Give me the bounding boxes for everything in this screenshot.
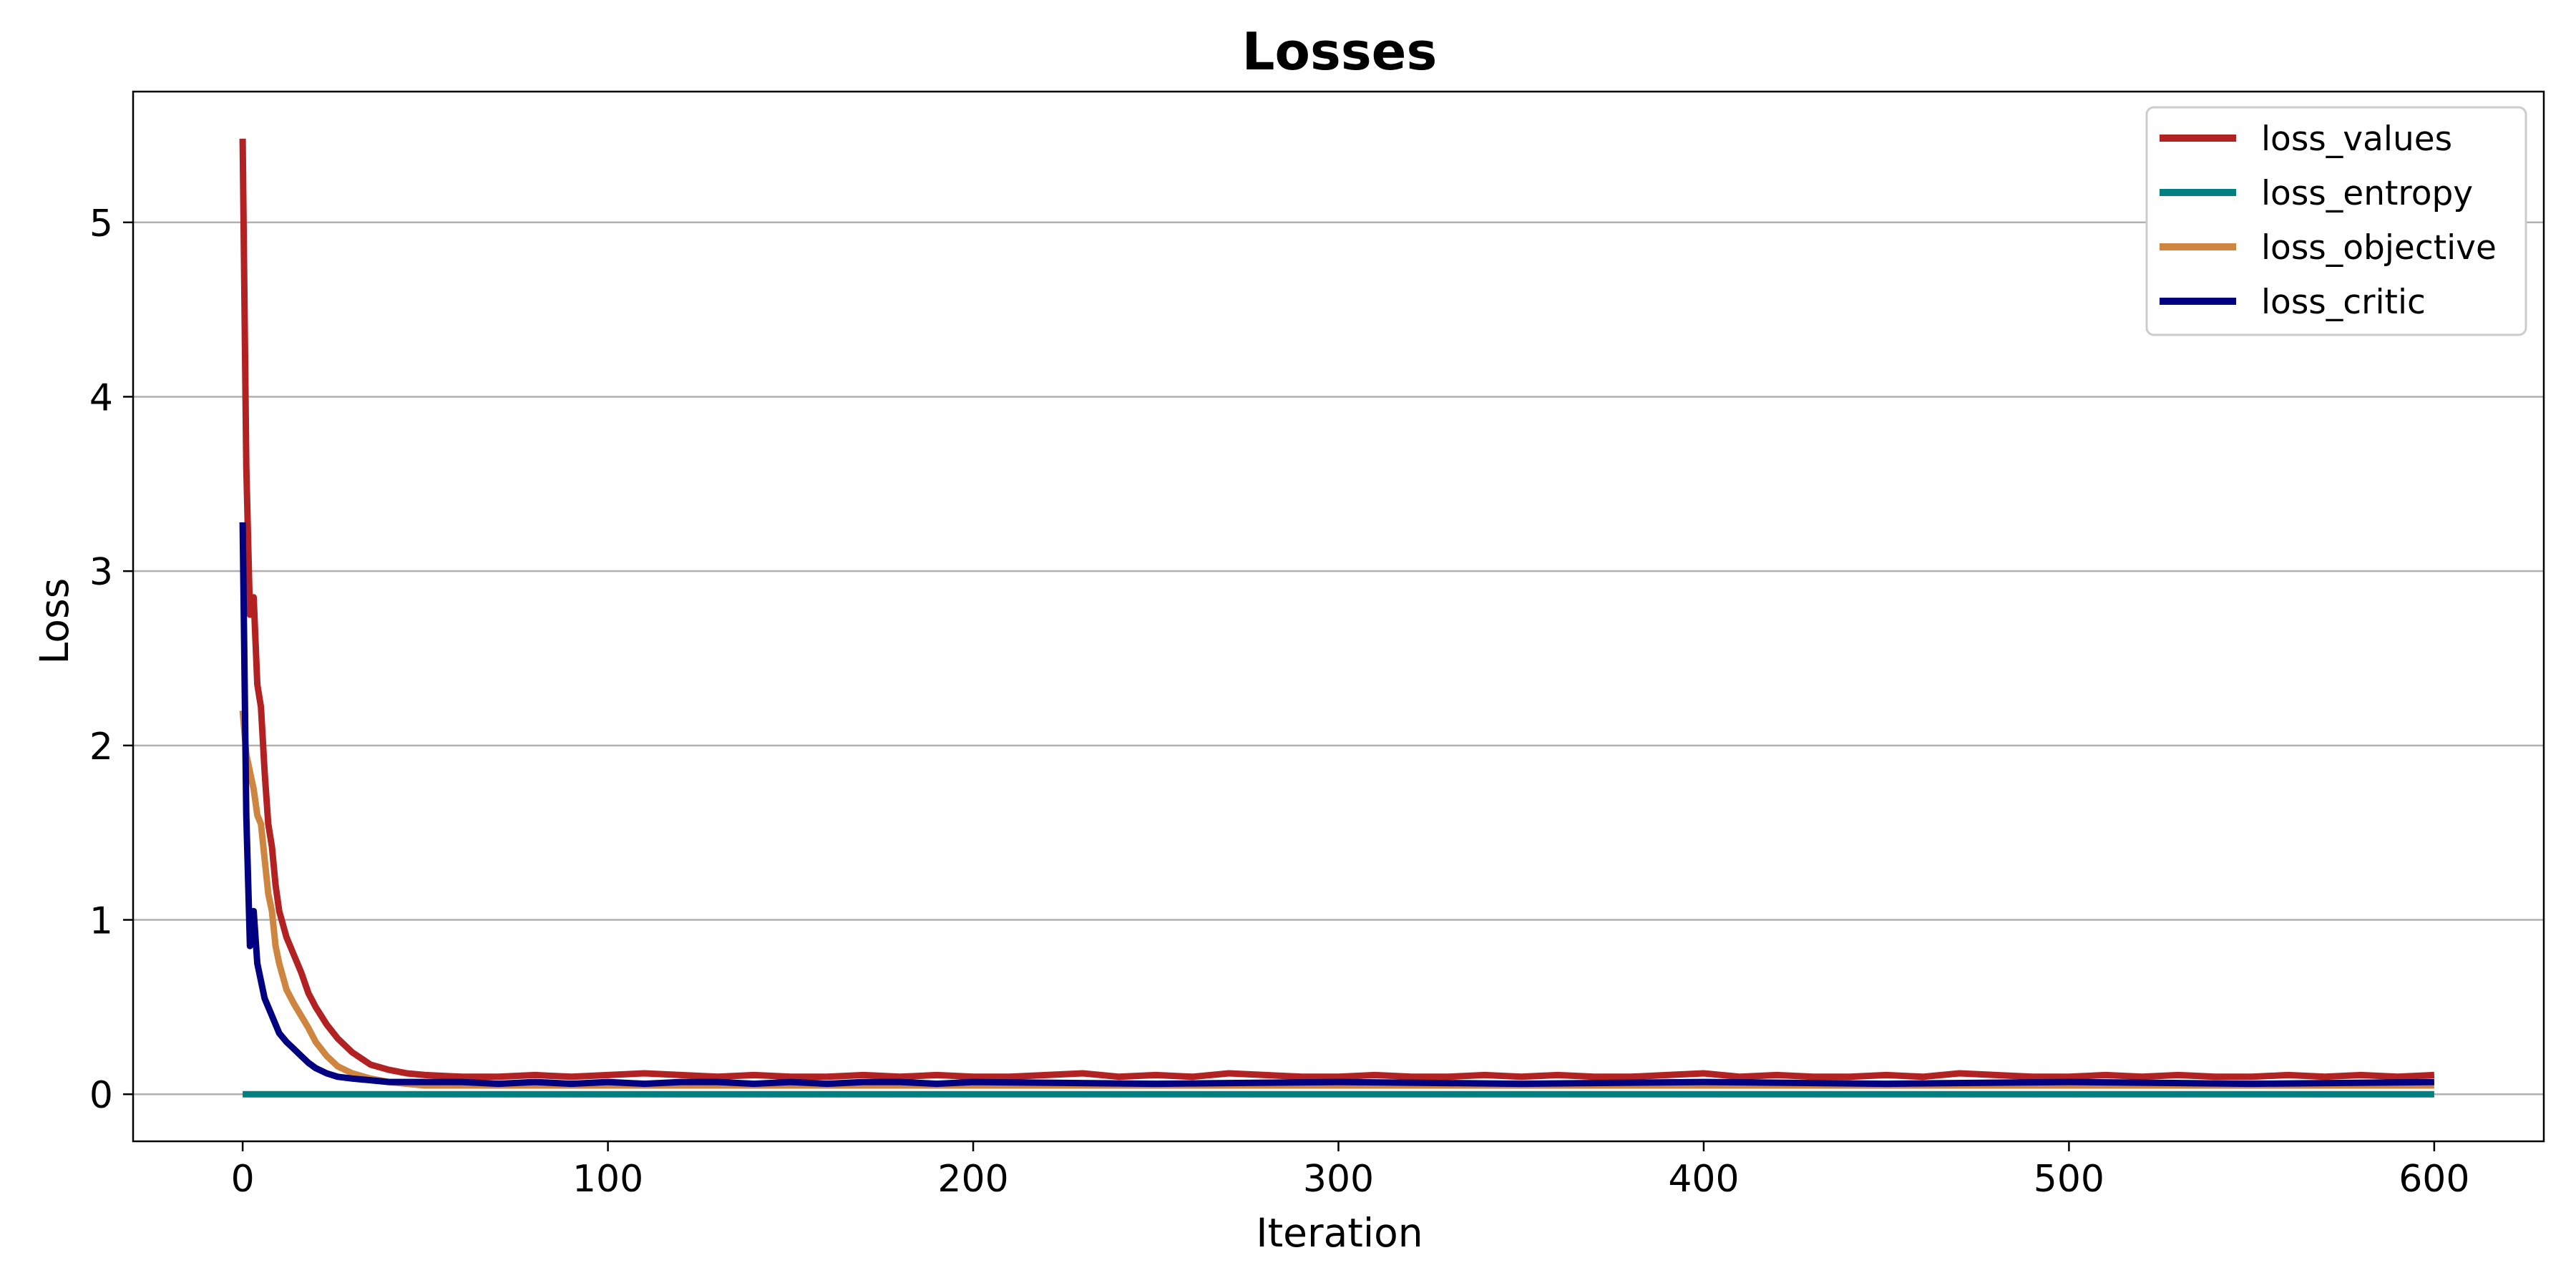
legend-label-loss-objective: loss_objective xyxy=(2261,228,2497,268)
x-axis-ticks: 0 100 200 300 400 500 600 xyxy=(231,1141,2469,1201)
legend-label-loss-entropy: loss_entropy xyxy=(2261,174,2473,213)
y-tick-label-2: 2 xyxy=(89,726,113,769)
legend-box xyxy=(2145,106,2527,336)
y-tick-label-4: 4 xyxy=(89,376,113,419)
series-line-loss-objective xyxy=(239,710,2434,1089)
x-tick-label-600: 600 xyxy=(2399,1158,2469,1201)
series-line-loss-values xyxy=(239,138,2435,1080)
y-tick-label-0: 0 xyxy=(89,1074,113,1117)
y-tick-label-1: 1 xyxy=(89,900,113,943)
y-axis-label: Loss xyxy=(31,578,77,665)
x-tick-label-500: 500 xyxy=(2034,1158,2104,1201)
x-axis-label: Iteration xyxy=(1256,1210,1423,1256)
y-axis-ticks: 0 1 2 3 4 5 xyxy=(89,203,133,1117)
chart-title: Losses xyxy=(1242,21,1438,82)
x-tick-label-100: 100 xyxy=(572,1158,643,1201)
x-tick-label-0: 0 xyxy=(231,1158,255,1201)
x-tick-label-300: 300 xyxy=(1303,1158,1374,1201)
legend: loss_values loss_entropy loss_objectivelos… xyxy=(2145,106,2527,336)
x-tick-label-200: 200 xyxy=(937,1158,1008,1201)
y-tick-label-3: 3 xyxy=(89,551,113,594)
legend-label-loss-values: loss_values xyxy=(2261,119,2452,159)
grid-lines xyxy=(133,221,2544,1096)
x-tick-label-400: 400 xyxy=(1668,1158,1739,1201)
legend-label-loss-critic: loss_critic xyxy=(2261,283,2426,322)
y-tick-label-5: 5 xyxy=(89,203,113,245)
series-line-loss-critic xyxy=(239,522,2434,1088)
plot-series xyxy=(239,138,2435,1098)
